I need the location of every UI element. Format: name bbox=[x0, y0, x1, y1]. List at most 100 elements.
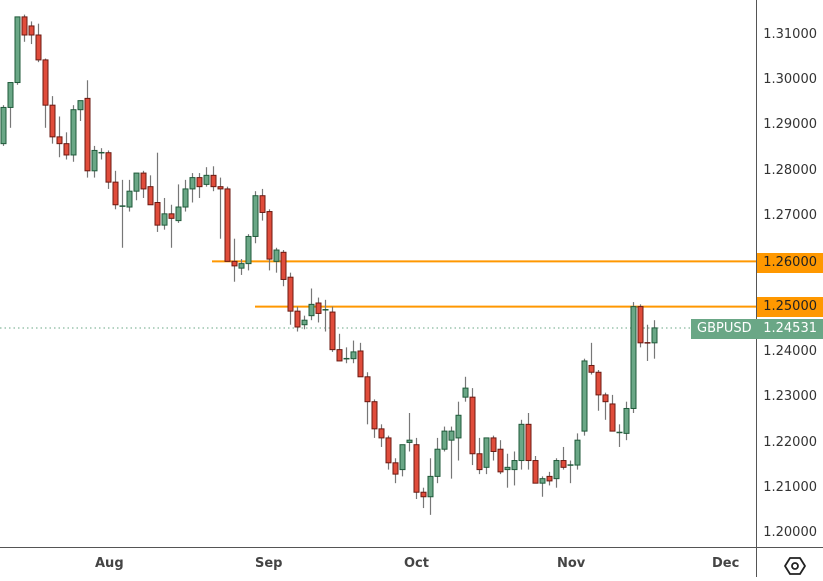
candle-body-down bbox=[420, 491, 427, 498]
candle-body-up bbox=[343, 357, 350, 360]
candle-body-up bbox=[238, 263, 245, 269]
candle-body-down bbox=[476, 453, 483, 471]
candle-body-down bbox=[196, 177, 203, 188]
candle-body-up bbox=[14, 16, 21, 84]
candle-body-down bbox=[224, 188, 231, 262]
candle-body-down bbox=[385, 437, 392, 464]
candle-body-up bbox=[406, 439, 413, 443]
candle-body-down bbox=[497, 448, 504, 473]
candle-body-down bbox=[63, 143, 70, 156]
candle-body-down bbox=[357, 350, 364, 378]
candle-body-up bbox=[203, 174, 210, 185]
candle-body-up bbox=[539, 478, 546, 484]
candle-body-down bbox=[560, 460, 567, 468]
candle-body-down bbox=[525, 423, 532, 462]
price-tick-label: 1.23000 bbox=[763, 389, 817, 404]
candle-body-up bbox=[189, 177, 196, 190]
current-price-value: 1.24531 bbox=[763, 321, 817, 336]
candle-body-up bbox=[252, 195, 259, 237]
settings-hexagon-icon bbox=[784, 557, 806, 575]
candle-body-down bbox=[644, 342, 651, 344]
candle-body-up bbox=[567, 464, 574, 466]
candle-body-down bbox=[140, 172, 147, 190]
candle-body-up bbox=[581, 360, 588, 432]
price-tick-label: 1.22000 bbox=[763, 435, 817, 450]
horizontal-levels[interactable] bbox=[212, 260, 757, 308]
candle-body-down bbox=[259, 195, 266, 213]
candle-body-down bbox=[42, 59, 49, 106]
time-tick-label: Aug bbox=[95, 556, 124, 571]
candle-body-down bbox=[490, 437, 497, 452]
candle-body-up bbox=[133, 172, 140, 192]
candle-body-down bbox=[315, 302, 322, 314]
price-tick-label: 1.24000 bbox=[763, 344, 817, 359]
candle-body-up bbox=[434, 448, 441, 477]
candle-body-down bbox=[364, 376, 371, 403]
candle-body-down bbox=[609, 403, 616, 432]
price-tick-label: 1.30000 bbox=[763, 72, 817, 87]
level-badge-1.26: 1.26000 bbox=[757, 253, 823, 273]
candle-body-up bbox=[350, 351, 357, 360]
time-tick-label: Nov bbox=[557, 556, 586, 571]
candle-body-up bbox=[273, 249, 280, 262]
candle-body-down bbox=[546, 475, 553, 482]
level-badge-1.25: 1.25000 bbox=[757, 297, 823, 317]
time-tick-label: Oct bbox=[404, 556, 429, 571]
candle-body-up bbox=[630, 306, 637, 409]
candle-body-down bbox=[469, 396, 476, 455]
candle-body-up bbox=[161, 213, 168, 226]
candle-body-down bbox=[105, 152, 112, 183]
candle-body-down bbox=[637, 306, 644, 344]
candle-body-down bbox=[595, 371, 602, 396]
candle-body-down bbox=[112, 181, 119, 206]
candle-body-down bbox=[413, 444, 420, 493]
candle-body-down bbox=[147, 186, 154, 206]
candle-body-up bbox=[448, 430, 455, 441]
candle-body-up bbox=[651, 327, 658, 344]
chart-settings-button[interactable] bbox=[783, 555, 807, 577]
price-tick-label: 1.20000 bbox=[763, 525, 817, 540]
candle-body-down bbox=[588, 364, 595, 373]
time-tick-label: Sep bbox=[255, 556, 283, 571]
price-tick-label: 1.27000 bbox=[763, 208, 817, 223]
candle-body-up bbox=[308, 303, 315, 317]
candle-body-up bbox=[504, 466, 511, 471]
price-tick-label: 1.31000 bbox=[763, 27, 817, 42]
candle-body-down bbox=[168, 213, 175, 219]
candles bbox=[0, 14, 658, 515]
candle-body-up bbox=[0, 106, 7, 145]
candle-body-down bbox=[287, 276, 294, 312]
candle-body-up bbox=[91, 149, 98, 172]
candle-body-down bbox=[280, 251, 287, 280]
candle-body-down bbox=[329, 311, 336, 351]
candle-body-up bbox=[427, 475, 434, 498]
candle-body-up bbox=[462, 387, 469, 398]
price-tick-label: 1.29000 bbox=[763, 117, 817, 132]
candle-body-up bbox=[553, 460, 560, 480]
candle-body-down bbox=[266, 211, 273, 260]
candle-body-down bbox=[84, 97, 91, 172]
candle-body-up bbox=[616, 431, 623, 434]
price-tick-label: 1.21000 bbox=[763, 480, 817, 495]
candle-body-up bbox=[322, 309, 329, 311]
candle-body-down bbox=[532, 460, 539, 484]
candle-body-up bbox=[126, 190, 133, 208]
candle-body-up bbox=[245, 235, 252, 265]
candle-body-down bbox=[28, 25, 35, 36]
candle-body-up bbox=[455, 414, 462, 439]
candle-body-up bbox=[301, 319, 308, 326]
candle-body-down bbox=[21, 16, 28, 36]
candle-body-up bbox=[175, 206, 182, 222]
candle-body-up bbox=[399, 444, 406, 471]
candle-body-down bbox=[602, 394, 609, 403]
time-tick-label: Dec bbox=[712, 556, 740, 571]
candle-body-up bbox=[77, 100, 84, 111]
candle-body-down bbox=[217, 186, 224, 190]
candle-body-up bbox=[574, 439, 581, 466]
current-price-badge: GBPUSD 1.24531 bbox=[691, 319, 823, 339]
candle-body-down bbox=[371, 401, 378, 430]
candle-body-down bbox=[294, 310, 301, 328]
candle-body-down bbox=[231, 260, 238, 267]
symbol-label: GBPUSD bbox=[697, 321, 752, 336]
